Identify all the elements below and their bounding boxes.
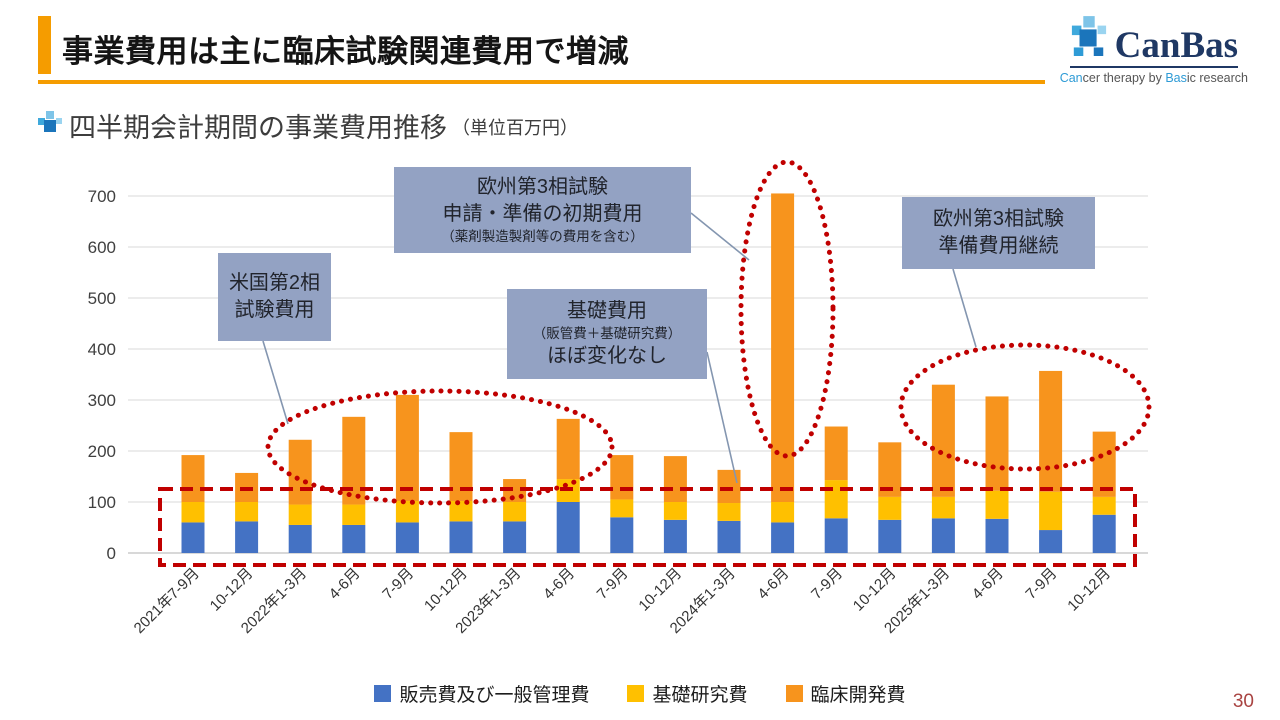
title-underline [38, 80, 1045, 84]
tagline-part: cer therapy by [1082, 71, 1166, 85]
subtitle-bullet-icon [38, 106, 64, 142]
annotation-line: 申請・準備の初期費用 [442, 202, 643, 225]
legend-item-sga: 販売費及び一般管理費 [374, 680, 589, 707]
chart-legend: 販売費及び一般管理費 基礎研究費 臨床開発費 [0, 680, 1280, 707]
svg-text:300: 300 [88, 391, 116, 410]
annotation-connector-base-costs [706, 351, 738, 484]
annotation-us-phase2: 米国第2相 試験費用 [218, 253, 331, 341]
annotation-eu-continuing: 欧州第3相試験 準備費用継続 [902, 197, 1095, 269]
svg-text:10-12月: 10-12月 [1064, 565, 1114, 615]
svg-text:4-6月: 4-6月 [326, 565, 364, 603]
svg-text:7-9月: 7-9月 [379, 565, 417, 603]
svg-text:2021年7-9月: 2021年7-9月 [131, 565, 203, 637]
svg-text:10-12月: 10-12月 [635, 565, 685, 615]
canbas-tagline: Cancer therapy by Basic research [1060, 71, 1248, 85]
svg-text:10-12月: 10-12月 [207, 565, 257, 615]
svg-text:7-9月: 7-9月 [1022, 565, 1060, 603]
svg-text:500: 500 [88, 289, 116, 308]
page-number: 30 [1232, 691, 1254, 712]
canbas-logo-text: CanBas [1114, 24, 1239, 66]
annotation-line: 準備費用継続 [938, 235, 1059, 257]
svg-text:700: 700 [88, 187, 116, 206]
annotation-connector-eu-initial [690, 212, 750, 261]
svg-text:100: 100 [88, 493, 116, 512]
svg-text:10-12月: 10-12月 [850, 565, 900, 615]
highlight-ellipse-eu-continuing [898, 342, 1152, 472]
svg-text:600: 600 [88, 238, 116, 257]
annotation-line: 欧州第3相試験 [476, 175, 609, 198]
tagline-part: ic research [1186, 71, 1248, 85]
title-accent-bar [38, 16, 51, 74]
canbas-logo-row: CanBas [1069, 16, 1239, 68]
canbas-logo-icon [1070, 16, 1108, 63]
svg-text:7-9月: 7-9月 [594, 565, 632, 603]
legend-swatch-basic-research [627, 685, 645, 702]
annotation-connector-us-phase2 [262, 340, 289, 425]
highlight-ellipse-us-phase2 [265, 388, 615, 506]
svg-text:4-6月: 4-6月 [969, 565, 1007, 603]
legend-item-basic-research: 基礎研究費 [627, 680, 748, 707]
annotation-line: （薬剤製造製剤等の費用を含む） [441, 228, 644, 244]
subtitle-unit: （単位百万円） [452, 118, 578, 138]
svg-text:200: 200 [88, 442, 116, 461]
annotation-line: ほぼ変化なし [547, 345, 667, 368]
annotation-line: （販管費＋基礎研究費） [532, 325, 682, 341]
subtitle-text: 四半期会計期間の事業費用推移 [69, 113, 447, 143]
annotation-line: 米国第2相 [228, 272, 321, 294]
annotation-line: 試験費用 [234, 299, 315, 321]
svg-text:4-6月: 4-6月 [540, 565, 578, 603]
chart-subtitle: 四半期会計期間の事業費用推移 （単位百万円） [38, 106, 578, 145]
highlight-ellipse-eu-initial [738, 159, 836, 459]
svg-text:10-12月: 10-12月 [421, 565, 471, 615]
tagline-part: Can [1059, 71, 1083, 85]
legend-item-clinical-dev: 臨床開発費 [785, 680, 906, 707]
legend-label: 臨床開発費 [810, 685, 906, 706]
legend-swatch-clinical-dev [785, 685, 803, 702]
page-title: 事業費用は主に臨床試験関連費用で増減 [62, 34, 629, 69]
annotation-line: 基礎費用 [567, 299, 647, 322]
legend-swatch-sga [374, 685, 392, 702]
highlight-rect-base-costs [158, 487, 1137, 567]
annotation-base-costs: 基礎費用 （販管費＋基礎研究費） ほぼ変化なし [507, 289, 707, 379]
annotation-line: 欧州第3相試験 [932, 208, 1065, 230]
annotation-connector-eu-continuing [952, 268, 977, 348]
canbas-logo: CanBas Cancer therapy by Basic research [1060, 16, 1248, 85]
legend-label: 基礎研究費 [652, 685, 748, 706]
svg-text:0: 0 [107, 544, 116, 563]
svg-text:4-6月: 4-6月 [754, 565, 792, 603]
legend-label: 販売費及び一般管理費 [399, 685, 590, 706]
tagline-part: Bas [1165, 71, 1187, 85]
svg-text:400: 400 [88, 340, 116, 359]
svg-text:7-9月: 7-9月 [808, 565, 846, 603]
annotation-eu-initial: 欧州第3相試験 申請・準備の初期費用 （薬剤製造製剤等の費用を含む） [394, 167, 691, 253]
